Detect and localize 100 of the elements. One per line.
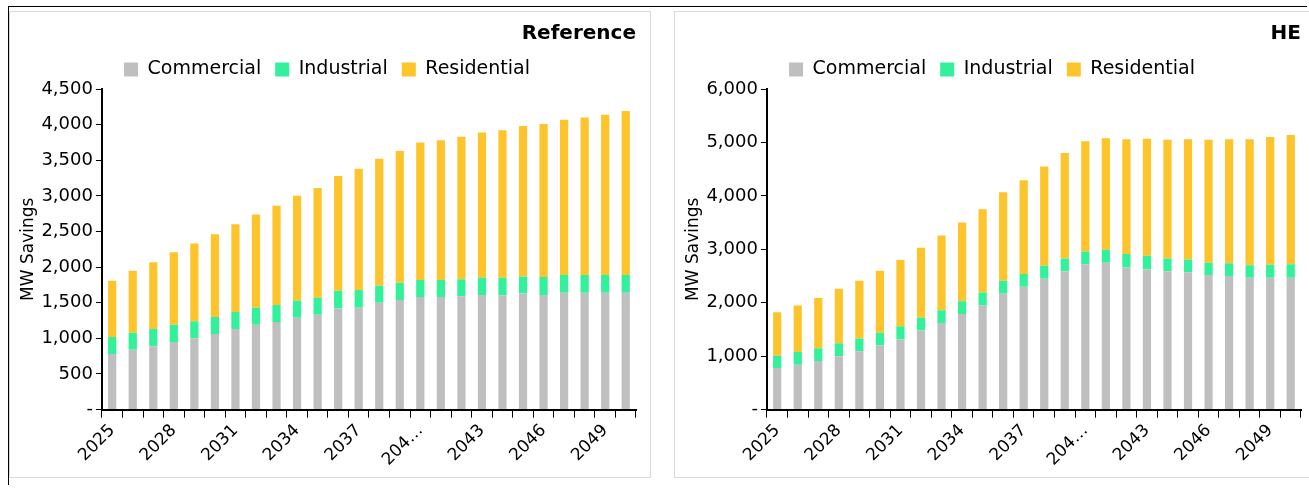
bar (621, 292, 630, 410)
bar (978, 209, 987, 293)
bar (1122, 139, 1131, 255)
bar (621, 111, 630, 275)
bar (251, 214, 261, 308)
y-axis-title: MW Savings (681, 197, 702, 301)
bar (916, 317, 926, 331)
y-tick-label: 3,000 (706, 236, 758, 258)
bar (1060, 258, 1069, 272)
bar (149, 346, 158, 410)
bar (1245, 265, 1254, 278)
bar (231, 329, 240, 410)
bar (601, 292, 610, 410)
bar (814, 348, 823, 361)
bar (210, 234, 220, 317)
bar (1204, 139, 1213, 263)
bar (395, 150, 404, 283)
bar (169, 252, 178, 325)
bar (375, 285, 384, 303)
bar (896, 259, 905, 327)
bar (292, 300, 302, 318)
bar (773, 367, 782, 410)
bar (457, 296, 466, 410)
bar (999, 192, 1008, 281)
bar (560, 119, 569, 275)
bar (814, 360, 823, 410)
bar (1204, 274, 1213, 410)
bar (855, 280, 864, 339)
bar (1286, 134, 1295, 265)
chart-title: Reference (521, 20, 636, 45)
bar (1060, 153, 1069, 259)
bar (814, 297, 823, 349)
bar (999, 280, 1008, 294)
bar (1245, 277, 1254, 410)
bar (937, 235, 946, 311)
bar (436, 297, 445, 410)
bar (1183, 139, 1193, 260)
bar (210, 334, 220, 410)
legend-label: Residential (425, 56, 530, 79)
bar (875, 332, 885, 346)
bar (999, 293, 1008, 410)
y-tick-label: 3,000 (41, 183, 93, 205)
bar (539, 294, 548, 410)
bar (1019, 286, 1028, 410)
y-tick-label: 2,000 (41, 254, 93, 276)
bar (601, 114, 610, 275)
bar (334, 290, 343, 309)
legend-label: Commercial (812, 56, 927, 79)
bar (1286, 277, 1295, 410)
bar (580, 292, 589, 410)
bar (834, 288, 843, 344)
bar (1163, 258, 1172, 272)
bar (210, 316, 220, 335)
bar (108, 336, 117, 355)
bar (1122, 267, 1131, 410)
bar (231, 224, 240, 312)
bar (1081, 251, 1090, 265)
bar (169, 324, 178, 342)
bar (313, 188, 322, 298)
y-tick-label: 4,500 (41, 76, 93, 98)
bar (354, 289, 363, 308)
bar (1081, 141, 1090, 252)
bar (436, 140, 445, 280)
y-tick-label: 500 (58, 361, 93, 383)
bar (190, 338, 199, 410)
bar (518, 126, 528, 277)
bar (1101, 138, 1110, 250)
bar (1142, 269, 1152, 410)
y-axis-title: MW Savings (16, 197, 37, 301)
bar (957, 222, 967, 302)
bar (1225, 139, 1234, 264)
legend-label: Residential (1090, 56, 1195, 79)
bar (855, 338, 864, 352)
chart-title: HE (1270, 20, 1301, 45)
bar (1040, 265, 1049, 279)
bar (1019, 273, 1028, 287)
bar (375, 302, 384, 410)
y-tick-label: 2,000 (706, 290, 758, 312)
bar (793, 364, 802, 410)
bar (498, 277, 507, 296)
bar (580, 117, 589, 275)
y-tick-label: - (751, 397, 758, 419)
bar (416, 142, 425, 280)
bar (292, 317, 302, 410)
bar (957, 301, 967, 314)
bar (334, 175, 343, 291)
bar (621, 274, 630, 293)
bar (1225, 263, 1234, 277)
bar (436, 279, 445, 298)
bar (1019, 180, 1028, 274)
bar (916, 330, 926, 410)
bar (457, 279, 466, 297)
bar (354, 168, 363, 290)
bar (855, 351, 864, 410)
bar (477, 277, 487, 295)
legend-label: Industrial (298, 56, 388, 79)
bar (272, 304, 281, 322)
y-tick-label: 1,500 (41, 290, 93, 312)
bar (560, 274, 569, 293)
y-tick-label: 5,000 (706, 130, 758, 152)
